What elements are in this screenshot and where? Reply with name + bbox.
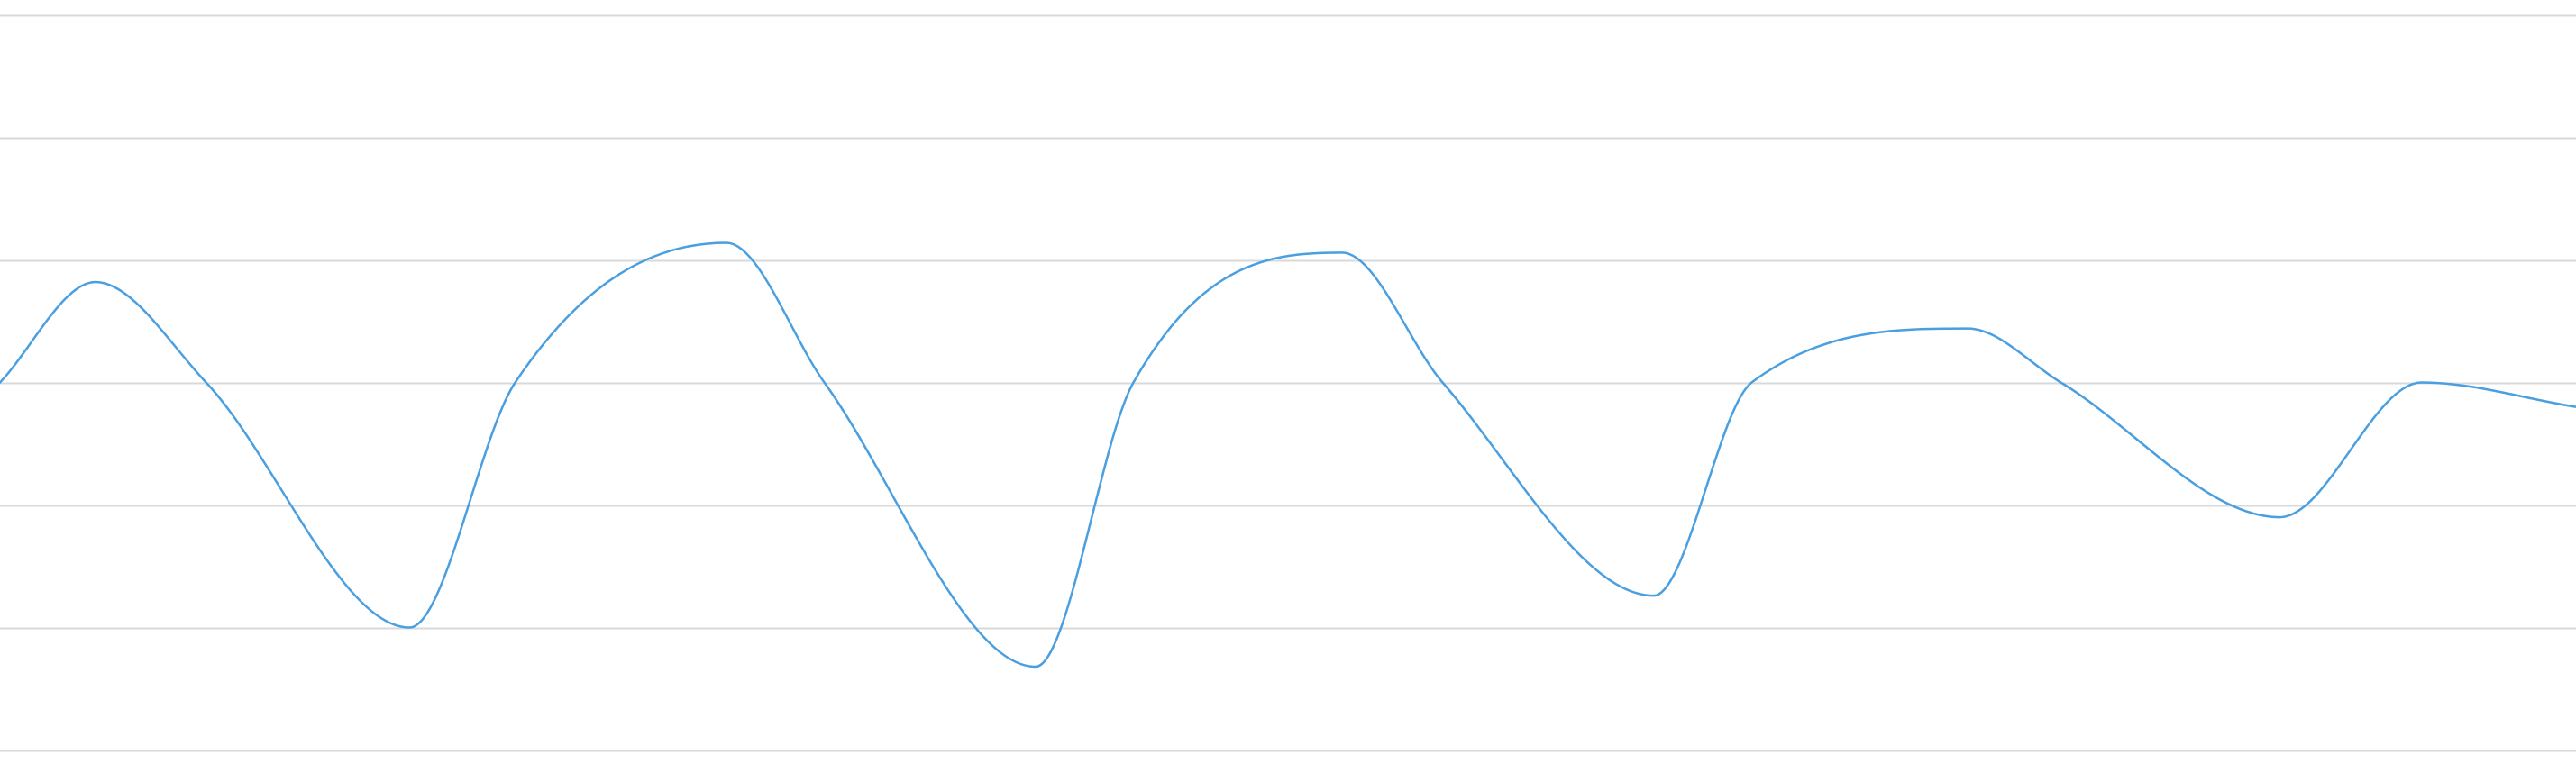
gridlines (0, 14, 2576, 752)
series-layer (0, 241, 2576, 668)
series-line-0 (0, 241, 2576, 668)
